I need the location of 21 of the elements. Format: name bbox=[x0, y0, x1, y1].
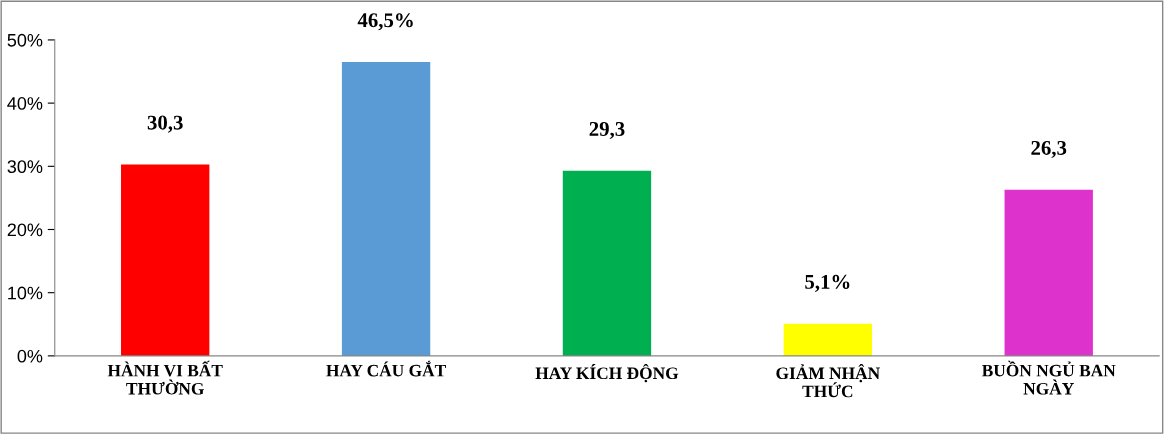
y-tick-label: 30% bbox=[7, 160, 43, 174]
x-tick-label: HÀNH VI BẤT THƯỜNG bbox=[107, 360, 223, 395]
y-tick-label: 40% bbox=[7, 97, 43, 110]
bar bbox=[341, 62, 431, 356]
y-tick-label: 20% bbox=[7, 223, 43, 237]
x-tick-label: HAY KÍCH ĐỘNG bbox=[535, 363, 679, 383]
bar bbox=[783, 323, 873, 356]
bar bbox=[121, 164, 210, 356]
data-label: 5,1% bbox=[805, 274, 850, 292]
y-tick-label: 50% bbox=[7, 33, 43, 47]
bar bbox=[562, 170, 652, 356]
x-tick-label: HAY CÁU GẮT bbox=[326, 360, 446, 377]
data-label: 30,3 bbox=[147, 115, 183, 133]
data-label: 29,3 bbox=[589, 121, 625, 139]
y-tick-label: 0% bbox=[17, 349, 43, 363]
x-tick-label: BUỒN NGỦ BAN NGÀY bbox=[981, 360, 1116, 395]
y-tick-label: 10% bbox=[8, 286, 43, 300]
data-label: 46,5% bbox=[357, 13, 413, 31]
x-tick-label: GIẢM NHẬN THỨC bbox=[776, 363, 880, 398]
bar bbox=[1004, 189, 1093, 356]
data-label: 26,3 bbox=[1031, 140, 1067, 158]
